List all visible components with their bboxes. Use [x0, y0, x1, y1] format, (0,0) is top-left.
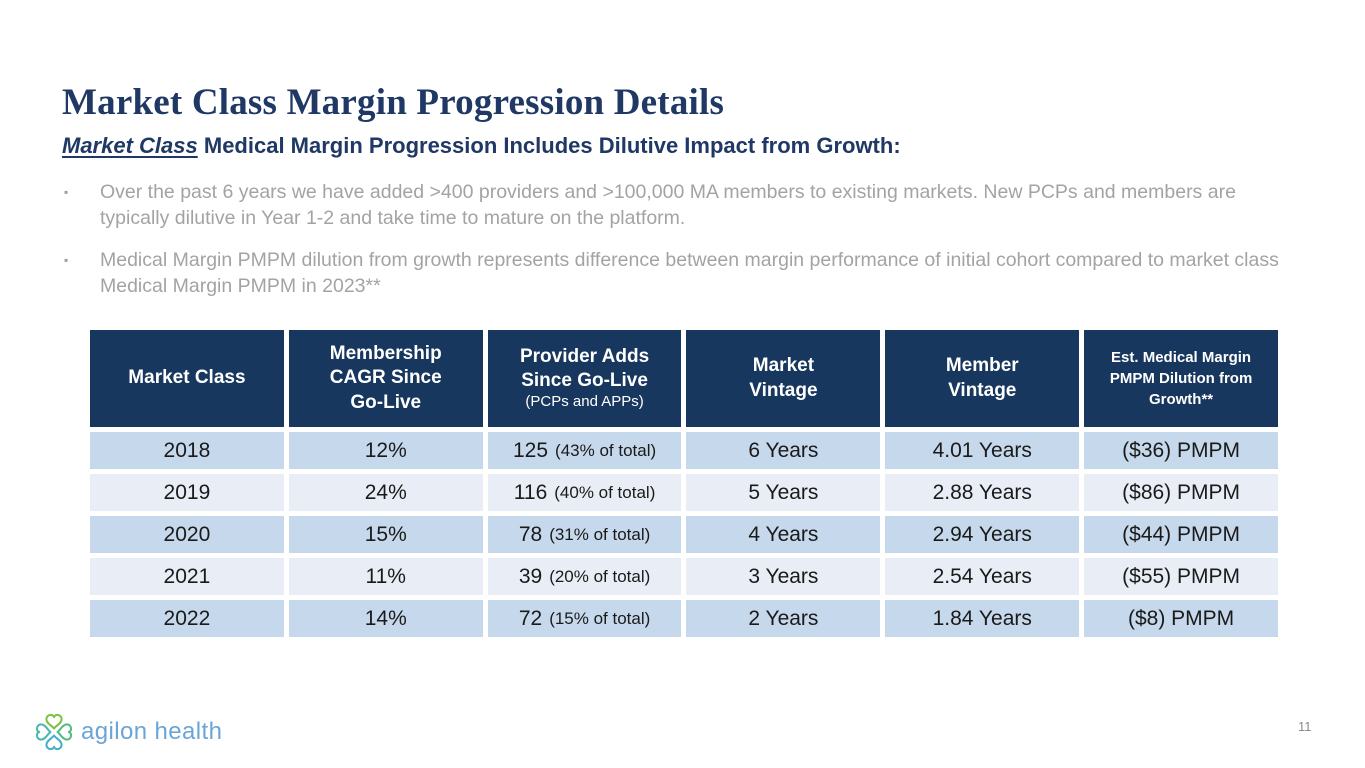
provider-adds-note: (31% of total) — [549, 524, 651, 544]
bullet-square-icon: ▪ — [64, 185, 69, 199]
header-label: Market Class — [128, 367, 246, 389]
cell-market-class: 2021 — [90, 558, 284, 595]
header-market-class: Market Class — [90, 330, 284, 427]
header-label: Provider Adds Since Go-Live — [519, 345, 650, 392]
header-provider-adds: Provider Adds Since Go-Live (PCPs and AP… — [487, 330, 682, 427]
subtitle: Market Class Medical Margin Progression … — [62, 133, 901, 159]
page-title: Market Class Margin Progression Details — [62, 81, 725, 123]
cell-margin-dilution: ($8) PMPM — [1084, 600, 1278, 637]
header-label: Member Vintage — [945, 355, 1019, 401]
cell-margin-dilution: ($55) PMPM — [1084, 558, 1278, 595]
cell-membership-cagr: 14% — [288, 600, 483, 637]
agilon-health-logo: agilon health — [34, 712, 222, 752]
cell-provider-adds: 39 (20% of total) — [487, 558, 682, 595]
cell-provider-adds: 78 (31% of total) — [487, 516, 682, 553]
bullet-item: ▪ Medical Margin PMPM dilution from grow… — [64, 247, 1289, 300]
cell-member-vintage: 2.54 Years — [885, 558, 1080, 595]
provider-adds-value: 39 — [518, 564, 543, 588]
cell-market-vintage: 4 Years — [686, 516, 881, 553]
bullet-text: Over the past 6 years we have added >400… — [100, 181, 1236, 230]
bullet-item: ▪ Over the past 6 years we have added >4… — [64, 179, 1289, 232]
logo-wordmark: agilon health — [81, 718, 223, 745]
header-membership-cagr: Membership CAGR Since Go-Live — [288, 330, 483, 427]
cell-member-vintage: 2.94 Years — [885, 516, 1080, 553]
cell-market-vintage: 6 Years — [686, 432, 881, 469]
bullet-list: ▪ Over the past 6 years we have added >4… — [64, 179, 1289, 314]
cell-membership-cagr: 24% — [288, 474, 483, 511]
cell-provider-adds: 72 (15% of total) — [487, 600, 682, 637]
header-label: Membership CAGR Since Go-Live — [329, 343, 442, 413]
cell-membership-cagr: 11% — [288, 558, 483, 595]
cell-margin-dilution: ($44) PMPM — [1084, 516, 1278, 553]
provider-adds-value: 125 — [512, 438, 549, 462]
header-margin-dilution: Est. Medical Margin PMPM Dilution from G… — [1084, 330, 1278, 427]
header-label: Est. Medical Margin PMPM Dilution from G… — [1109, 349, 1253, 408]
market-class-table: Market Class Membership CAGR Since Go-Li… — [90, 330, 1278, 637]
cell-market-class: 2022 — [90, 600, 284, 637]
cell-market-vintage: 5 Years — [686, 474, 881, 511]
cell-provider-adds: 116 (40% of total) — [487, 474, 682, 511]
subtitle-emphasis: Market Class — [62, 133, 198, 158]
cell-member-vintage: 1.84 Years — [885, 600, 1080, 637]
cell-margin-dilution: ($86) PMPM — [1084, 474, 1278, 511]
cell-membership-cagr: 12% — [288, 432, 483, 469]
cell-market-class: 2020 — [90, 516, 284, 553]
cell-member-vintage: 4.01 Years — [885, 432, 1080, 469]
agilon-clover-icon — [35, 713, 73, 751]
cell-market-class: 2019 — [90, 474, 284, 511]
cell-member-vintage: 2.88 Years — [885, 474, 1080, 511]
header-note: (PCPs and APPs) — [525, 393, 644, 411]
page-number: 11 — [1298, 719, 1312, 734]
header-market-vintage: Market Vintage — [686, 330, 881, 427]
provider-adds-value: 78 — [518, 522, 543, 546]
provider-adds-note: (15% of total) — [549, 608, 651, 628]
cell-market-vintage: 3 Years — [686, 558, 881, 595]
cell-margin-dilution: ($36) PMPM — [1084, 432, 1278, 469]
provider-adds-value: 116 — [513, 480, 548, 504]
provider-adds-note: (43% of total) — [555, 440, 657, 460]
bullet-square-icon: ▪ — [64, 252, 69, 267]
cell-membership-cagr: 15% — [288, 516, 483, 553]
cell-market-vintage: 2 Years — [686, 600, 881, 637]
subtitle-rest: Medical Margin Progression Includes Dilu… — [197, 133, 901, 158]
cell-market-class: 2018 — [90, 432, 284, 469]
cell-provider-adds: 125 (43% of total) — [487, 432, 682, 469]
provider-adds-note: (40% of total) — [554, 482, 656, 502]
header-label: Market Vintage — [749, 355, 818, 401]
bullet-text: Medical Margin PMPM dilution from growth… — [100, 248, 1279, 297]
provider-adds-note: (20% of total) — [549, 566, 651, 586]
header-member-vintage: Member Vintage — [885, 330, 1080, 427]
provider-adds-value: 72 — [518, 606, 543, 630]
